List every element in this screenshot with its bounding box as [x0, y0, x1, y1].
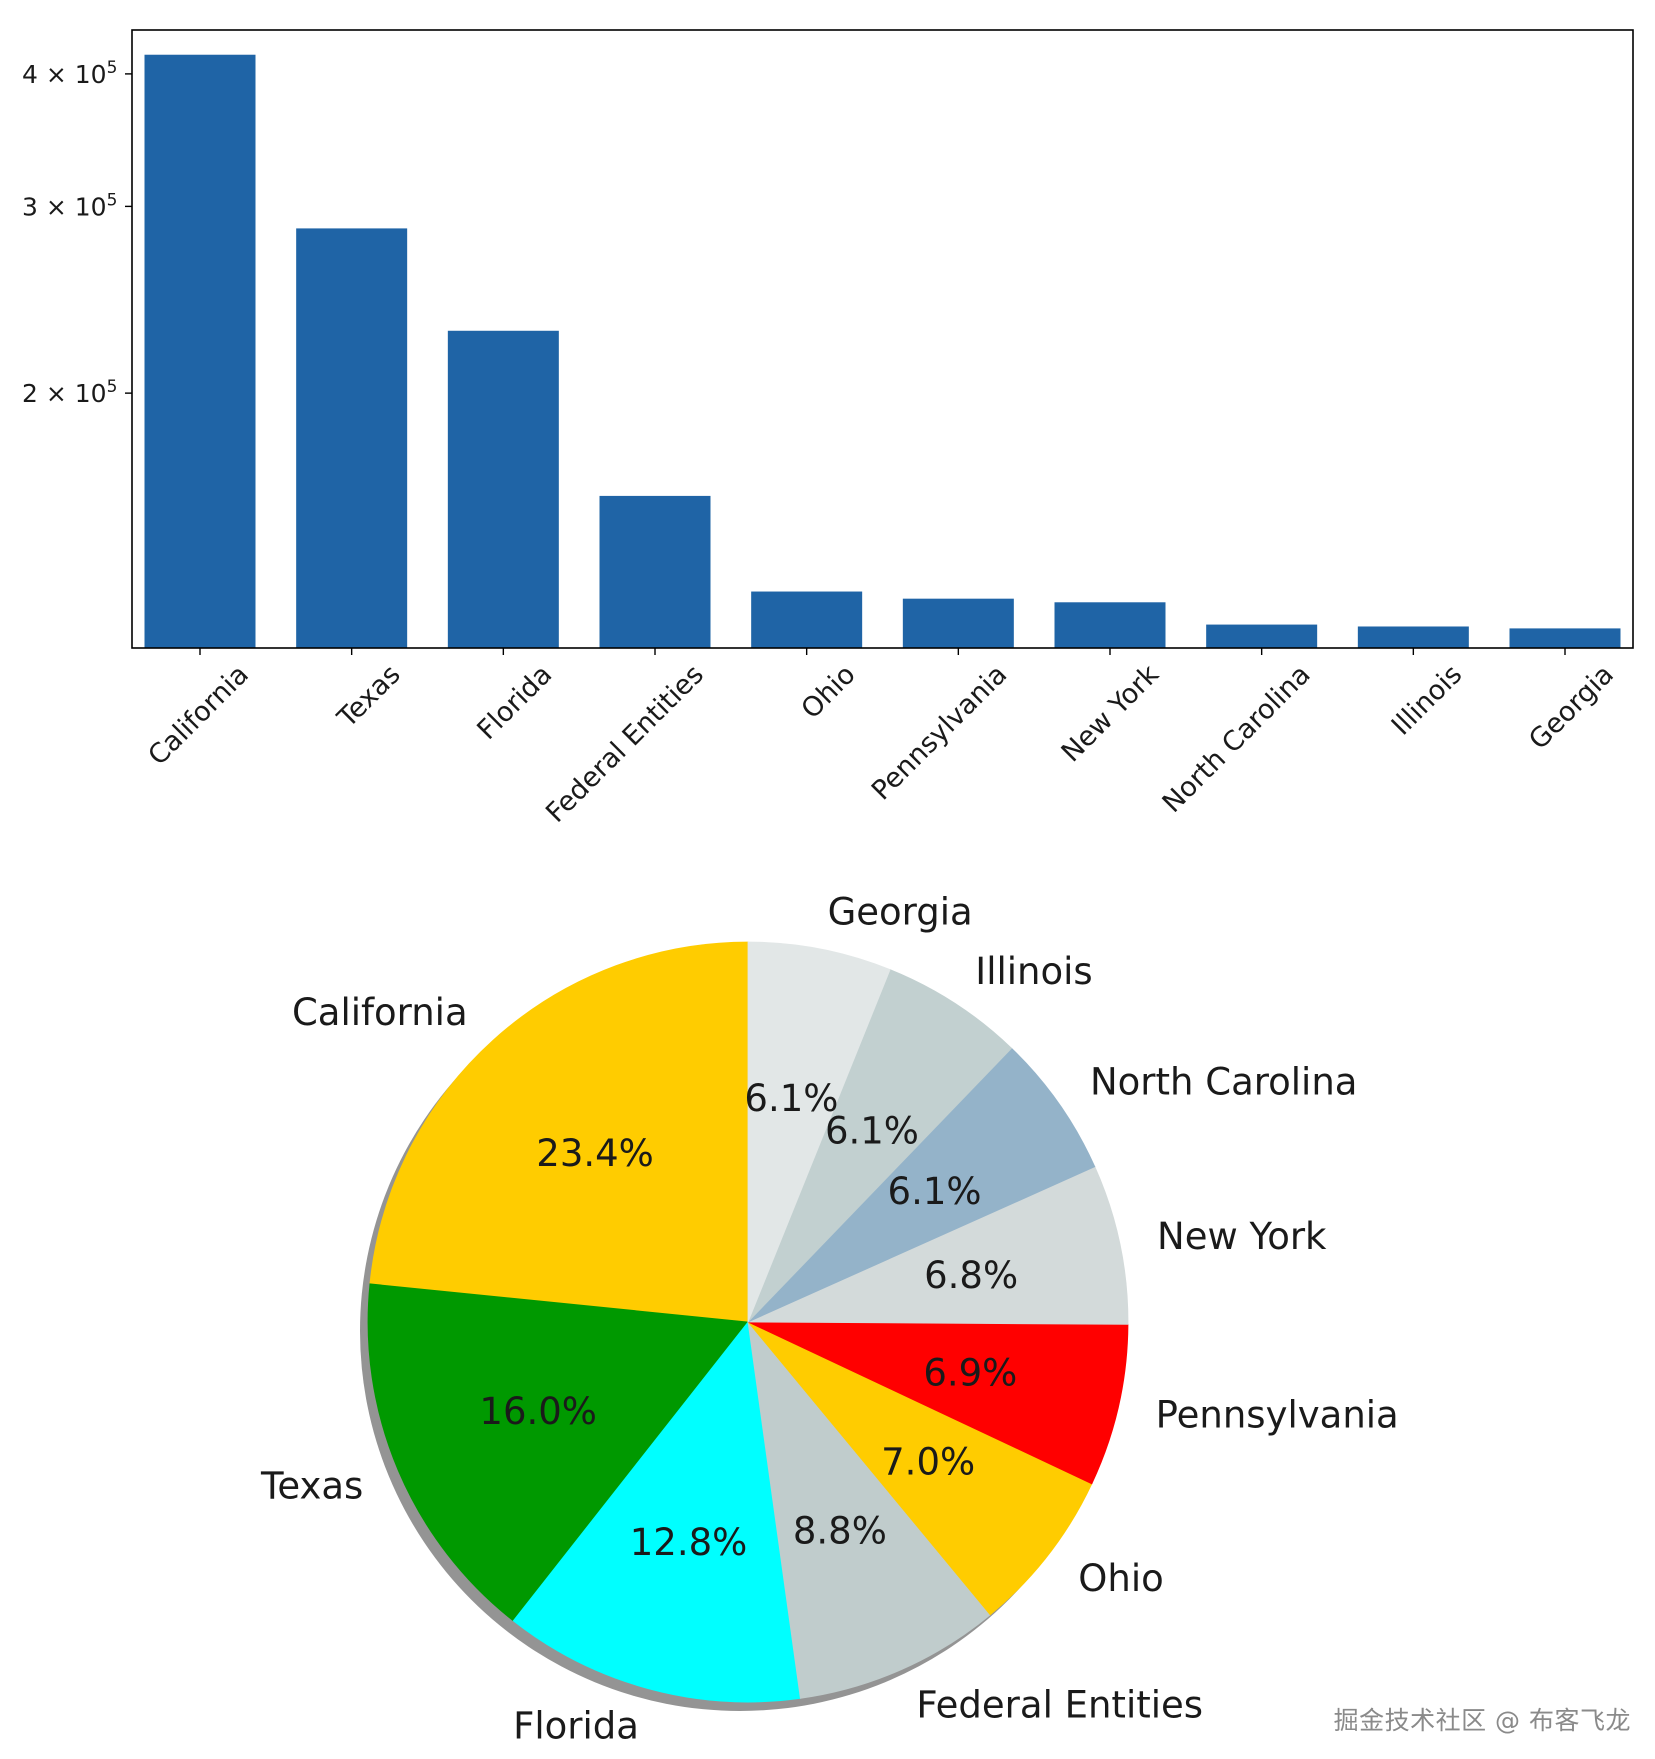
pie-chart: 23.4%16.0%12.8% 8.8%7.0%6.9%6.8%6.1%6.1%6…	[260, 891, 1399, 1748]
pie-slices	[367, 941, 1129, 1703]
y-tick-mantissa: 3	[22, 192, 38, 221]
bar-illinois	[1357, 626, 1469, 648]
x-tick-label-new-york: New York	[1056, 659, 1166, 769]
y-tick-base: 10	[75, 60, 107, 89]
y-tick-times: ×	[38, 60, 75, 89]
x-tick-label-georgia: Georgia	[1523, 659, 1620, 756]
x-tick-label-federal-entities: Federal Entities	[540, 659, 710, 829]
y-tick-base: 10	[75, 192, 107, 221]
x-tick-label-ohio: Ohio	[796, 659, 862, 725]
y-tick-exponent: 5	[107, 190, 118, 210]
y-tick-times: ×	[38, 192, 75, 221]
y-tick-exponent: 5	[107, 58, 118, 78]
y-tick-base: 10	[75, 379, 107, 408]
pie-slice-ohio	[747, 1321, 1093, 1616]
pie-slice-georgia	[747, 941, 891, 1323]
pie-pct-label-ohio: 7.0%	[881, 1441, 975, 1484]
y-tick-times: ×	[38, 379, 75, 408]
y-tick-exponent: 5	[107, 377, 118, 397]
x-tick-label-north-carolina: North Carolina	[1157, 659, 1317, 819]
bar-north-carolina	[1206, 624, 1318, 648]
pie-slice-federal-entities	[747, 1320, 991, 1699]
pie-slice-pennsylvania	[747, 1321, 1129, 1485]
pie-label-federal-entities: Federal Entities	[916, 1684, 1203, 1727]
watermark: 掘金技术社区 @ 布客飞龙	[1333, 1706, 1631, 1735]
x-tick-label-texas: Texas	[331, 659, 406, 734]
bar-california	[144, 54, 256, 649]
pie-slice-new-york	[747, 1166, 1129, 1325]
x-tick-label-pennsylvania: Pennsylvania	[866, 659, 1013, 806]
pie-label-georgia: Georgia	[828, 891, 973, 934]
y-tick-label: 2 × 105	[22, 377, 117, 408]
pie-label-ohio: Ohio	[1078, 1557, 1164, 1600]
pie-pct-label-new-york: 6.8%	[924, 1254, 1018, 1297]
bar-texas	[296, 228, 408, 649]
pie-label-pennsylvania: Pennsylvania	[1156, 1393, 1399, 1436]
pie-pct-label-federal-entities: 8.8%	[793, 1510, 887, 1553]
bar-axes-frame	[131, 29, 1634, 649]
pie-category-labels: California Texas Florida Federal Entities Oh…	[260, 891, 1399, 1748]
y-tick-mantissa: 4	[22, 60, 38, 89]
x-tick-label-florida: Florida	[471, 659, 558, 746]
bar-federal-entities	[599, 495, 711, 648]
bar-georgia	[1509, 628, 1621, 648]
y-tick-label: 3 × 105	[22, 190, 117, 221]
pie-percent-labels: 23.4%16.0%12.8% 8.8%7.0%6.9%6.8%6.1%6.1%6…	[479, 1077, 1018, 1564]
pie-pct-label-north-carolina: 6.1%	[888, 1170, 982, 1213]
bar-pennsylvania	[902, 598, 1014, 648]
pie-label-california: California	[292, 991, 468, 1034]
bar-series	[144, 54, 1621, 649]
y-tick-label: 4 × 105	[22, 58, 117, 89]
pie-label-florida: Florida	[513, 1705, 639, 1748]
x-tick-label-california: California	[142, 659, 255, 772]
pie-slice-florida	[512, 1321, 801, 1703]
pie-pct-label-california: 23.4%	[536, 1132, 654, 1175]
bar-new-york	[1054, 602, 1166, 648]
pie-label-texas: Texas	[260, 1465, 363, 1508]
pie-pct-label-florida: 12.8%	[630, 1521, 748, 1564]
pie-slice-illinois	[747, 969, 1013, 1323]
pie-pct-label-pennsylvania: 6.9%	[923, 1351, 1017, 1394]
pie-slice-california	[369, 941, 749, 1323]
pie-label-illinois: Illinois	[975, 950, 1092, 993]
y-tick-mantissa: 2	[22, 379, 38, 408]
bar-ohio	[751, 591, 863, 648]
pie-slice-north-carolina	[747, 1047, 1096, 1323]
pie-pct-label-georgia: 6.1%	[744, 1077, 838, 1120]
pie-slice-texas	[367, 1283, 749, 1622]
pie-pct-label-illinois: 6.1%	[825, 1110, 919, 1153]
pie-pct-label-texas: 16.0%	[479, 1390, 597, 1433]
pie-label-north-carolina: North Carolina	[1090, 1061, 1357, 1104]
bar-florida	[447, 330, 559, 648]
x-tick-label-illinois: Illinois	[1386, 659, 1468, 741]
pie-label-new-york: New York	[1157, 1215, 1327, 1258]
